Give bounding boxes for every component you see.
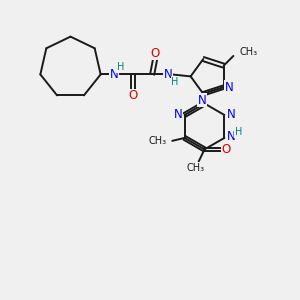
Text: H: H <box>117 62 124 72</box>
Text: N: N <box>226 130 235 143</box>
Text: N: N <box>174 109 182 122</box>
Text: N: N <box>110 68 118 81</box>
Text: N: N <box>164 68 173 81</box>
Text: H: H <box>235 127 242 137</box>
Text: CH₃: CH₃ <box>187 163 205 173</box>
Text: N: N <box>225 81 233 94</box>
Text: N: N <box>197 94 206 107</box>
Text: CH₃: CH₃ <box>148 136 166 146</box>
Text: CH₃: CH₃ <box>239 46 257 56</box>
Text: N: N <box>226 109 235 122</box>
Text: O: O <box>151 47 160 60</box>
Text: H: H <box>171 77 178 87</box>
Text: O: O <box>128 89 138 102</box>
Text: O: O <box>222 143 231 156</box>
